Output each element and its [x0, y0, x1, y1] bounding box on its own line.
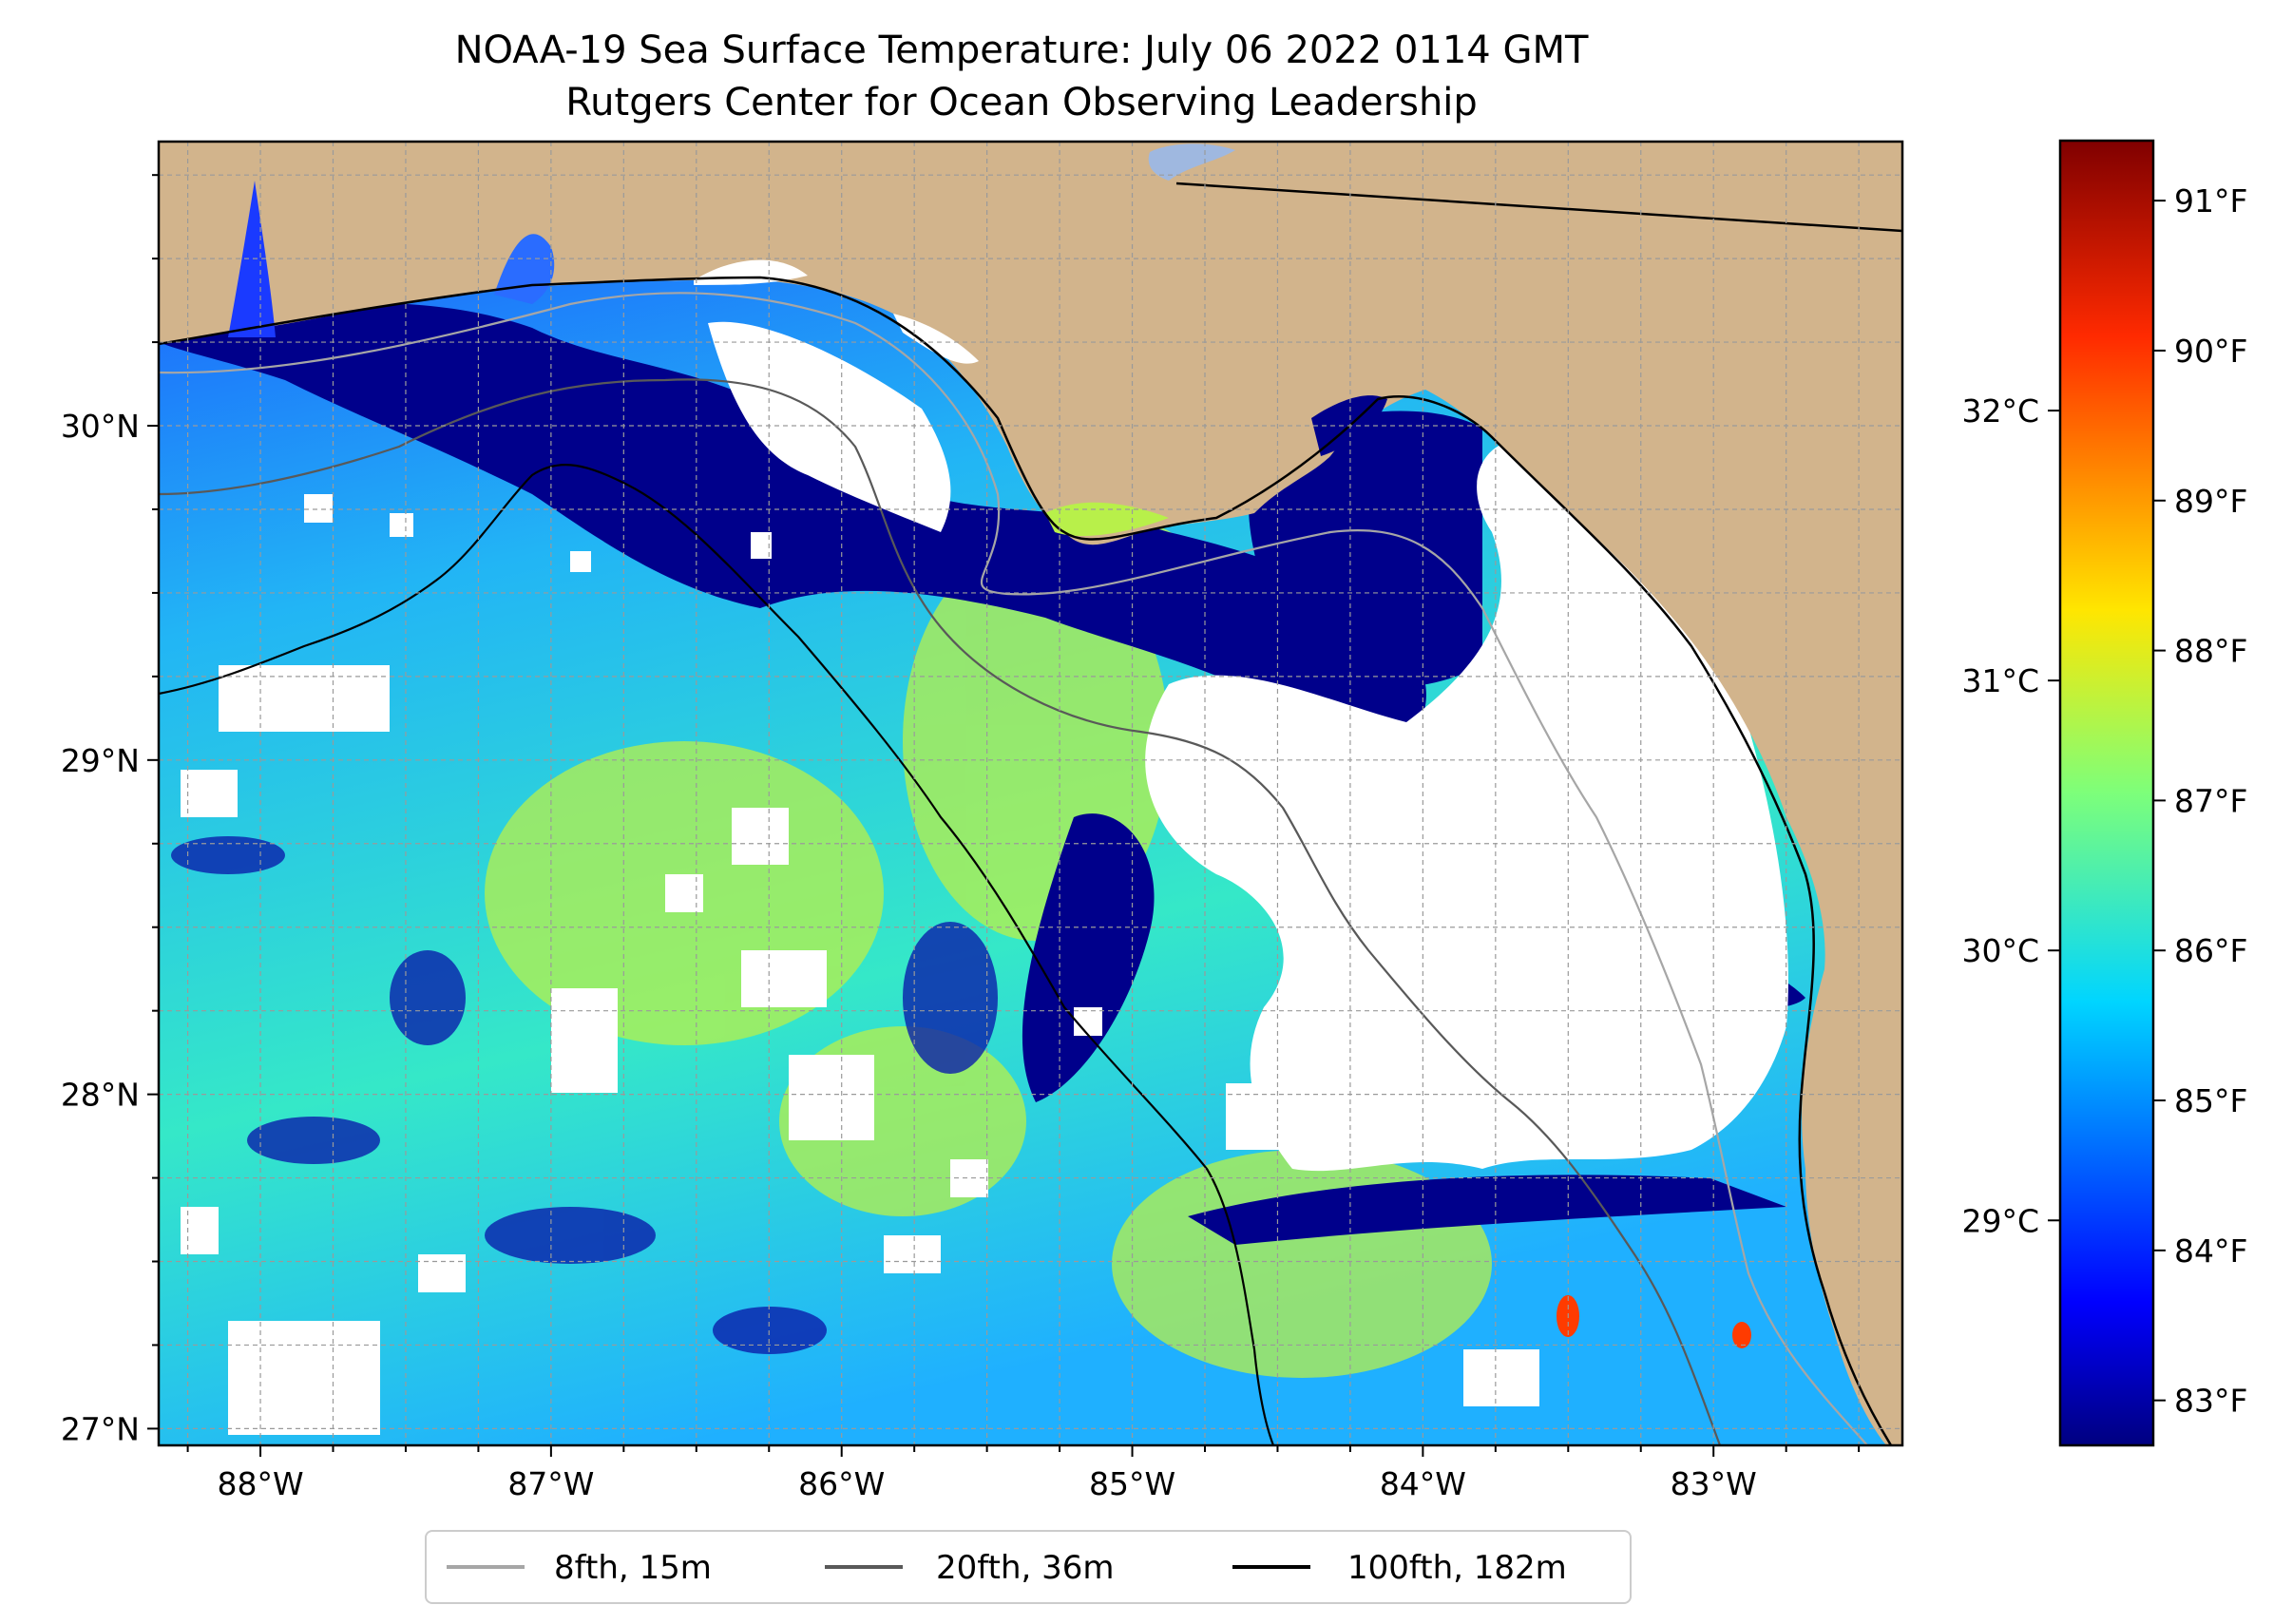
- contour-8fth: [159, 292, 1868, 1445]
- lon-tick-label: 88°W: [217, 1465, 303, 1502]
- colorbar-c-label: 30°C: [1961, 932, 2039, 969]
- lon-tick-label: 83°W: [1671, 1465, 1757, 1502]
- colorbar-f-label: 90°F: [2174, 333, 2247, 370]
- colorbar-c-label: 31°C: [1961, 662, 2039, 699]
- figure-title: NOAA-19 Sea Surface Temperature: July 06…: [455, 29, 1589, 72]
- lat-tick-label: 28°N: [61, 1077, 140, 1114]
- colorbar-f-label: 86°F: [2174, 932, 2247, 969]
- colorbar-f-label: 85°F: [2174, 1082, 2247, 1119]
- lon-tick-label: 87°W: [507, 1465, 594, 1502]
- colorbar-f-label: 84°F: [2174, 1232, 2247, 1270]
- legend-entry-100fth: 100fth, 182m: [1232, 1549, 1567, 1587]
- colorbar-f-label: 87°F: [2174, 782, 2247, 819]
- legend-label: 20fth, 36m: [936, 1549, 1115, 1587]
- colorbar-gradient: [2058, 139, 2155, 1447]
- lon-tick-label: 84°W: [1380, 1465, 1466, 1502]
- colorbar-celsius-ticks: 29°C 30°C 31°C 32°C: [1961, 392, 2060, 1239]
- lat-tick-label: 30°N: [61, 408, 140, 445]
- colorbar-f-label: 83°F: [2174, 1383, 2247, 1420]
- legend-entry-20fth: 20fth, 36m: [825, 1549, 1115, 1587]
- legend-box: [425, 1530, 1632, 1604]
- colorbar-f-label: 89°F: [2174, 483, 2247, 520]
- lon-tick-label: 86°W: [798, 1465, 885, 1502]
- colorbar: 83°F 84°F 85°F 86°F 87°F 88°F 89°F 90°F 91°F 29°…: [1961, 139, 2247, 1447]
- map-panel[interactable]: [159, 142, 1902, 1445]
- latitude-axis: 27°N 28°N 29°N 30°N: [61, 174, 159, 1447]
- lon-tick-label: 85°W: [1089, 1465, 1175, 1502]
- contour-legend: 8fth, 15m 20fth, 36m 100fth, 182m: [425, 1530, 1632, 1604]
- lake-icon: [1148, 143, 1235, 181]
- legend-entry-8fth: 8fth, 15m: [447, 1549, 712, 1587]
- contour-100fth: [159, 464, 1275, 1445]
- colorbar-f-label: 88°F: [2174, 633, 2247, 670]
- colorbar-c-label: 29°C: [1961, 1202, 2039, 1239]
- coastline: [159, 276, 1893, 1445]
- contour-20fth: [159, 378, 1722, 1445]
- legend-label: 100fth, 182m: [1347, 1549, 1567, 1587]
- colorbar-f-label: 91°F: [2174, 182, 2247, 220]
- figure-subtitle: Rutgers Center for Ocean Observing Leade…: [565, 81, 1478, 124]
- legend-label: 8fth, 15m: [554, 1549, 712, 1587]
- gridlines: [159, 142, 1902, 1445]
- longitude-axis: 88°W 87°W 86°W 85°W 84°W 83°W: [186, 1445, 1861, 1502]
- cloud-mask: [181, 321, 1788, 1435]
- lat-tick-label: 29°N: [61, 742, 140, 779]
- state-border: [1175, 182, 1902, 233]
- map-frame: [157, 140, 1904, 1447]
- colorbar-c-label: 32°C: [1961, 392, 2039, 430]
- lat-tick-label: 27°N: [61, 1410, 140, 1447]
- sst-cold-speckles: [171, 836, 998, 1354]
- colorbar-fahrenheit-ticks: 83°F 84°F 85°F 86°F 87°F 88°F 89°F 90°F 91°F: [2153, 182, 2247, 1420]
